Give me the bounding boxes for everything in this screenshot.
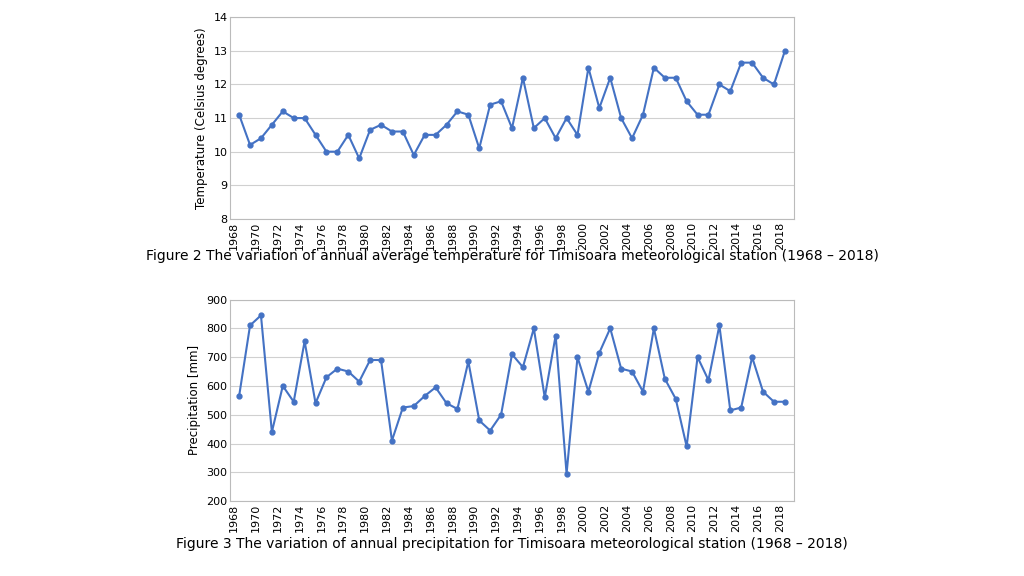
Text: Figure 3 The variation of annual precipitation for Timisoara meteorological stat: Figure 3 The variation of annual precipi… (176, 537, 848, 551)
Y-axis label: Temperature (Celsius degrees): Temperature (Celsius degrees) (195, 27, 208, 209)
Text: Figure 2 The variation of annual average temperature for Timisoara meteorologica: Figure 2 The variation of annual average… (145, 249, 879, 263)
Y-axis label: Precipitation [mm]: Precipitation [mm] (188, 345, 201, 456)
